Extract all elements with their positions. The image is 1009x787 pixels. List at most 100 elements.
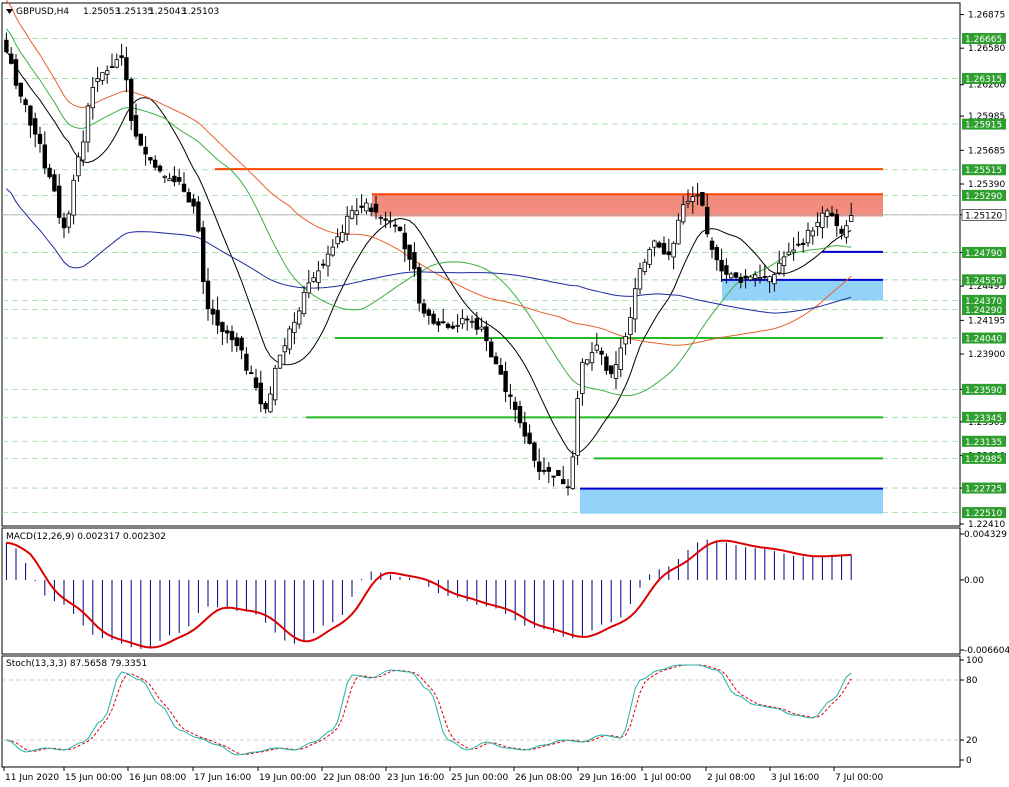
candle-body [488,341,494,358]
candle-body [805,229,811,244]
candle-body [205,280,211,310]
candle-body [114,59,119,68]
level-label-text: 1.26665 [965,35,1002,45]
level-label-bg [962,332,1006,344]
candle-body [690,196,695,202]
candle-body [426,309,431,316]
candle-body [95,78,100,82]
candle-body [570,456,575,490]
candle-body [277,354,283,369]
level-label-text: 1.24040 [965,335,1002,345]
candle-body [450,325,455,329]
time-tick-label: 17 Jun 16:00 [194,773,251,783]
candle-body [258,382,263,405]
candle-body [340,231,345,242]
candle-body [829,212,835,217]
header-open: 1.25053 [83,7,120,17]
time-axis: 11 Jun 2020 15 Jun 00:00 16 Jun 08:00 17 Ju… [3,767,884,783]
candle-body [128,79,134,121]
candle-body [738,276,743,283]
candle-body [791,249,796,253]
level-label-bg [962,33,1006,45]
candle-body [392,224,398,227]
time-tick-label: 7 Jul 00:00 [835,773,884,783]
candle-body [700,191,705,206]
candle-body [753,274,758,279]
time-tick-label: 19 Jun 00:00 [259,773,316,783]
candle-body [335,236,340,245]
candle-body [599,350,604,355]
candle-body [464,318,470,321]
candle-body [513,401,518,410]
candle-body [85,105,91,143]
header-high: 1.25135 [116,7,153,17]
time-tick-label: 26 Jun 08:00 [515,773,572,783]
candle-body [200,227,206,282]
candle-body [133,115,139,137]
level-label-text: 1.24370 [965,297,1002,307]
candle-body [66,213,71,228]
candle-body [498,365,503,375]
candle-body [460,318,465,325]
candle-body [71,179,76,216]
stoch-pane: 100 80 20 0 Stoch(13,3,3) 87.5658 79.3351 [1,655,983,768]
level-label-text: 1.24790 [965,249,1002,259]
candle-body [90,87,95,109]
candle-body [311,277,316,282]
candle-body [777,262,782,274]
stoch-axis: 100 80 20 0 [960,656,983,766]
header-low: 1.25043 [149,7,186,17]
candle-body [537,461,542,472]
level-label-bg [962,411,1006,423]
candle-body [436,321,441,326]
candle-body [541,469,547,472]
price-tick-label: 1.26580 [968,44,1005,54]
level-label-text: 1.24290 [965,306,1002,316]
candle-body [594,344,599,351]
candle-body [431,313,436,324]
level-label-text: 1.25120 [965,211,1002,221]
candle-body [157,165,163,172]
macd-signal-line [6,539,852,649]
candle-body [152,159,158,168]
candle-body [820,212,825,228]
candle-body [508,394,513,397]
candle-body [325,253,331,267]
time-tick-label: 15 Jun 00:00 [65,773,122,783]
candle-body [13,59,19,86]
header-close: 1.25103 [182,7,219,17]
header: GBPUSD,H4 1.25053 1.25135 1.25043 1.2510… [6,7,219,17]
candle-body [210,308,215,315]
candle-body [263,403,268,410]
level-label-text: 1.22985 [965,455,1002,465]
candle-body [224,330,230,334]
candle-body [344,215,350,235]
candle-body [556,470,561,476]
dropdown-triangle-icon[interactable] [6,9,13,14]
candle-body [253,377,259,388]
candle-body [4,39,9,53]
candle-body [618,347,623,370]
stoch-pane-frame [1,655,961,768]
ma-line-orange [5,0,852,346]
price-tick-label: 1.24195 [968,316,1005,326]
level-labels: 1.26665 1.26315 1.25915 1.25515 1.25290 1.251… [961,33,1007,519]
macd-tick-label: 0.004329 [964,530,1007,540]
price-tick-label: 1.22410 [968,520,1005,530]
time-tick-label: 3 Jul 16:00 [771,773,820,783]
candle-body [503,370,508,392]
candle-body [359,205,364,208]
candle-body [757,277,763,280]
ma-line-black [6,51,852,455]
candle-body [42,144,47,169]
candle-body [565,486,571,489]
level-label-bg [962,303,1006,315]
candle-body [296,310,302,325]
header-symbol: GBPUSD,H4 [16,7,69,17]
candle-body [551,475,556,478]
candle-body [714,247,719,261]
candle-body [176,177,182,182]
candle-body [402,232,407,250]
candle-body [719,259,724,272]
level-label-bg [962,118,1006,130]
